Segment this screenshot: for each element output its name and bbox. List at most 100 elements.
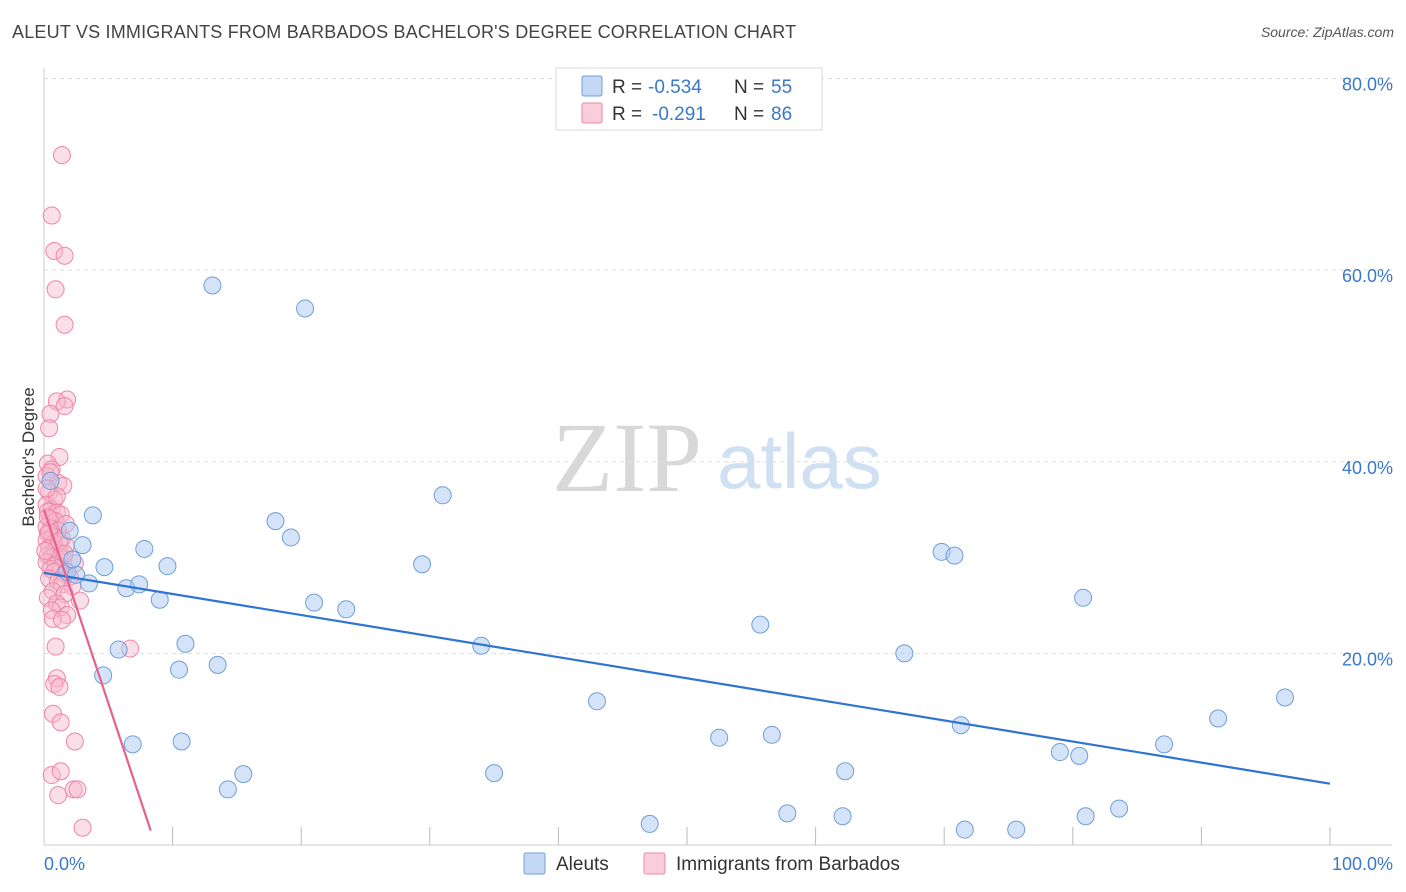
aleut-point (778, 804, 797, 823)
barbados-point (65, 732, 84, 751)
aleut-point (135, 539, 154, 558)
aleut-point (413, 555, 432, 574)
x-tick-label-min: 0.0% (44, 854, 85, 874)
aleut-point (208, 655, 227, 674)
aleut-point (158, 557, 177, 576)
aleut-point (95, 558, 114, 577)
aleut-point (1074, 588, 1093, 607)
aleut-point (1070, 746, 1089, 765)
aleut-point (751, 615, 770, 634)
barbados-point (55, 397, 74, 416)
aleut-point (176, 634, 195, 653)
barbados-point (42, 206, 61, 225)
chart-title: ALEUT VS IMMIGRANTS FROM BARBADOS BACHEL… (12, 22, 797, 42)
legend-n-label-aleuts: N = (734, 77, 764, 98)
bottom-legend-swatch-barbados (643, 852, 666, 875)
aleut-point (41, 471, 60, 490)
barbados-point (55, 315, 74, 334)
aleut-point (67, 565, 86, 584)
trend-lines (42, 509, 1331, 831)
barbados-trend-line (42, 509, 152, 831)
barbados-point (44, 609, 63, 628)
aleut-point (433, 486, 452, 505)
aleut-point (305, 593, 324, 612)
barbados-point (50, 677, 69, 696)
y-axis-label: Bachelor's Degree (19, 387, 38, 526)
y-tick-label: 40.0% (1342, 458, 1393, 478)
legend-r-label-aleuts: R = (612, 77, 642, 98)
legend-n-label-barbados: N = (734, 104, 764, 125)
aleut-trend-line (43, 571, 1331, 785)
barbados-point (53, 146, 72, 165)
barbados-point (41, 404, 60, 423)
barbados-point (64, 780, 83, 799)
barbados-point (36, 541, 55, 560)
legend-n-value-aleuts: 55 (771, 77, 792, 98)
legend-r-value-barbados: -0.291 (652, 104, 706, 125)
aleut-point (762, 725, 781, 744)
aleut-point (1110, 799, 1129, 818)
watermark-atlas: atlas (717, 417, 882, 505)
watermark-zip: ZIP (552, 402, 702, 513)
aleut-point (234, 765, 253, 784)
y-tick-label: 20.0% (1342, 649, 1393, 669)
barbados-point (42, 766, 61, 785)
barbados-point (73, 818, 92, 837)
aleut-point (1155, 735, 1174, 754)
aleut-point (203, 276, 222, 295)
aleut-point (640, 814, 659, 833)
aleut-point (109, 640, 128, 659)
barbados-point (68, 780, 87, 799)
aleut-point (833, 807, 852, 826)
aleut-point (63, 550, 82, 569)
y-tick-label: 60.0% (1342, 266, 1393, 286)
aleut-point (170, 660, 189, 679)
aleut-point (710, 728, 729, 747)
legend-r-value-aleuts: -0.534 (648, 77, 702, 98)
aleut-point (123, 735, 142, 754)
aleut-point (281, 528, 300, 547)
bottom-legend: Aleuts Immigrants from Barbados (523, 852, 900, 875)
bottom-legend-aleuts: Aleuts (556, 854, 609, 875)
aleut-point (1076, 807, 1095, 826)
aleut-point (1007, 820, 1026, 839)
barbados-point (38, 508, 57, 527)
aleut-point (1050, 743, 1069, 762)
barbados-point (46, 280, 65, 299)
barbados-point (51, 713, 70, 732)
legend-swatch-barbados (581, 102, 603, 124)
legend-swatch-aleuts (581, 75, 603, 97)
axes: 20.0% 40.0% 60.0% 80.0% 0.0% 100.0% (43, 68, 1393, 874)
aleut-point (60, 521, 79, 540)
legend-r-label-barbados: R = (612, 104, 642, 125)
gridlines (44, 78, 1392, 654)
bottom-legend-swatch-aleuts (523, 852, 546, 875)
aleut-point (172, 732, 191, 751)
bottom-legend-barbados: Immigrants from Barbados (676, 854, 900, 875)
barbados-point (45, 241, 64, 260)
barbados-point (51, 762, 70, 781)
aleut-point (73, 536, 92, 555)
aleut-point (485, 764, 504, 783)
barbados-point (45, 675, 64, 694)
aleut-point (218, 780, 237, 799)
barbados-point (46, 637, 65, 656)
aleut-point (296, 299, 315, 318)
barbados-point (55, 246, 74, 265)
y-tick-label: 80.0% (1342, 75, 1393, 95)
legend: R = -0.534 N = 55 R = -0.291 N = 86 (555, 67, 823, 131)
aleut-point (587, 692, 606, 711)
aleut-point (337, 600, 356, 619)
aleut-point (266, 512, 285, 531)
barbados-point (49, 786, 68, 805)
barbados-point (47, 487, 66, 506)
aleut-point (83, 506, 102, 525)
aleut-point (955, 820, 974, 839)
aleut-point (895, 644, 914, 663)
legend-n-value-barbados: 86 (771, 104, 792, 125)
aleut-point (94, 666, 113, 685)
aleut-point (836, 762, 855, 781)
barbados-points (36, 146, 140, 837)
barbados-point (53, 610, 72, 629)
